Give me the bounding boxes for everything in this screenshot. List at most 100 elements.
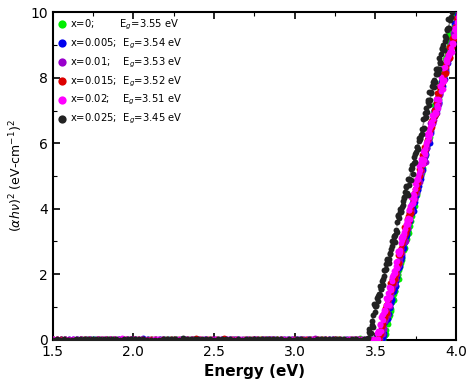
x=0.005;  E$_g$=3.54 eV [378,336,386,342]
x=0.01;    E$_g$=3.53 eV [377,329,385,335]
x=0.02;    E$_g$=3.51 eV [455,17,463,24]
x=0.02;    E$_g$=3.51 eV [199,336,207,342]
x=0;        E$_g$=3.55 eV [424,132,431,138]
x=0.015;  E$_g$=3.52 eV [282,337,289,343]
x=0.01;    E$_g$=3.53 eV [90,337,98,343]
x=0.025;  E$_g$=3.45 eV [412,149,420,155]
x=0.015;  E$_g$=3.52 eV [411,189,419,195]
x=0;        E$_g$=3.55 eV [438,75,446,81]
x=0;        E$_g$=3.55 eV [407,218,415,224]
x=0.005;  E$_g$=3.54 eV [409,210,416,216]
x=0.005;  E$_g$=3.54 eV [102,336,110,342]
x=0.02;    E$_g$=3.51 eV [90,337,97,343]
x=0;        E$_g$=3.55 eV [451,10,458,17]
x=0.005;  E$_g$=3.54 eV [421,153,429,159]
x=0.005;  E$_g$=3.54 eV [354,336,362,342]
x=0;        E$_g$=3.55 eV [391,288,399,294]
x=0.01;    E$_g$=3.53 eV [143,336,151,342]
x=0.01;    E$_g$=3.53 eV [432,106,439,112]
x=0.005;  E$_g$=3.54 eV [427,128,434,134]
x=0.02;    E$_g$=3.51 eV [444,54,452,60]
x=0;        E$_g$=3.55 eV [436,82,444,88]
x=0.005;  E$_g$=3.54 eV [398,252,405,258]
x=0;        E$_g$=3.55 eV [392,278,400,284]
x=0.025;  E$_g$=3.45 eV [405,183,412,189]
x=0;        E$_g$=3.55 eV [281,336,289,342]
x=0.025;  E$_g$=3.45 eV [379,276,387,282]
x=0.015;  E$_g$=3.52 eV [423,137,431,143]
x=0.02;    E$_g$=3.51 eV [419,161,426,168]
x=0.015;  E$_g$=3.52 eV [380,320,387,327]
x=0.02;    E$_g$=3.51 eV [393,258,401,264]
x=0.01;    E$_g$=3.53 eV [416,179,424,185]
x=0.01;    E$_g$=3.53 eV [382,315,389,321]
x=0.02;    E$_g$=3.51 eV [305,335,312,342]
x=0.025;  E$_g$=3.45 eV [128,336,135,342]
x=0.015;  E$_g$=3.52 eV [172,336,179,342]
x=0.01;    E$_g$=3.53 eV [213,336,221,342]
x=0.025;  E$_g$=3.45 eV [144,337,151,343]
x=0.005;  E$_g$=3.54 eV [428,119,435,125]
x=0.015;  E$_g$=3.52 eV [428,124,436,130]
x=0.01;    E$_g$=3.53 eV [403,224,410,230]
x=0.015;  E$_g$=3.52 eV [102,336,109,342]
x=0.025;  E$_g$=3.45 eV [378,278,386,284]
x=0.01;    E$_g$=3.53 eV [340,337,348,343]
x=0;        E$_g$=3.55 eV [386,308,394,315]
x=0.02;    E$_g$=3.51 eV [451,25,459,31]
x=0;        E$_g$=3.55 eV [182,337,189,343]
x=0.02;    E$_g$=3.51 eV [400,234,407,240]
x=0.02;    E$_g$=3.51 eV [415,170,423,176]
x=0.01;    E$_g$=3.53 eV [449,30,457,36]
x=0.01;    E$_g$=3.53 eV [454,21,461,27]
x=0.025;  E$_g$=3.45 eV [449,2,457,8]
x=0;        E$_g$=3.55 eV [422,152,429,158]
x=0;        E$_g$=3.55 eV [82,336,90,342]
x=0.015;  E$_g$=3.52 eV [392,271,400,277]
x=0.005;  E$_g$=3.54 eV [399,240,407,246]
x=0.015;  E$_g$=3.52 eV [411,186,419,192]
x=0.015;  E$_g$=3.52 eV [433,98,440,105]
x=0.025;  E$_g$=3.45 eV [417,136,424,142]
x=0.025;  E$_g$=3.45 eV [423,105,430,111]
x=0.005;  E$_g$=3.54 eV [445,56,453,63]
x=0.005;  E$_g$=3.54 eV [424,142,431,148]
x=0.01;    E$_g$=3.53 eV [418,168,426,174]
x=0.01;    E$_g$=3.53 eV [348,337,356,343]
x=0.005;  E$_g$=3.54 eV [413,181,420,188]
x=0.02;    E$_g$=3.51 eV [281,336,288,342]
x=0;        E$_g$=3.55 eV [395,276,402,282]
x=0.005;  E$_g$=3.54 eV [131,336,139,342]
x=0.025;  E$_g$=3.45 eV [395,212,402,218]
x=0.015;  E$_g$=3.52 eV [401,232,409,238]
x=0.015;  E$_g$=3.52 eV [446,43,453,49]
x=0.01;    E$_g$=3.53 eV [453,27,460,33]
x=0;        E$_g$=3.55 eV [441,61,449,67]
x=0.005;  E$_g$=3.54 eV [430,108,438,114]
x=0.025;  E$_g$=3.45 eV [333,336,340,342]
x=0.005;  E$_g$=3.54 eV [337,337,345,343]
x=0.01;    E$_g$=3.53 eV [413,181,420,187]
x=0.01;    E$_g$=3.53 eV [382,306,390,312]
x=0.02;    E$_g$=3.51 eV [439,86,447,93]
x=0.005;  E$_g$=3.54 eV [452,20,460,27]
x=0.025;  E$_g$=3.45 eV [438,45,446,51]
x=0.005;  E$_g$=3.54 eV [426,140,433,146]
x=0.02;    E$_g$=3.51 eV [435,97,443,103]
x=0;        E$_g$=3.55 eV [425,138,432,144]
x=0.02;    E$_g$=3.51 eV [425,134,432,140]
x=0.025;  E$_g$=3.45 eV [406,177,414,183]
x=0.02;    E$_g$=3.51 eV [65,337,73,343]
x=0;        E$_g$=3.55 eV [387,308,395,315]
x=0.025;  E$_g$=3.45 eV [439,42,447,48]
x=0;        E$_g$=3.55 eV [448,34,456,41]
x=0.005;  E$_g$=3.54 eV [418,176,425,182]
x=0.025;  E$_g$=3.45 eV [120,336,128,342]
x=0.01;    E$_g$=3.53 eV [164,337,172,343]
x=0.005;  E$_g$=3.54 eV [421,154,428,160]
x=0;        E$_g$=3.55 eV [440,72,447,78]
x=0.025;  E$_g$=3.45 eV [443,27,451,33]
x=0;        E$_g$=3.55 eV [431,111,438,117]
x=0;        E$_g$=3.55 eV [427,125,435,131]
x=0;        E$_g$=3.55 eV [449,27,457,34]
